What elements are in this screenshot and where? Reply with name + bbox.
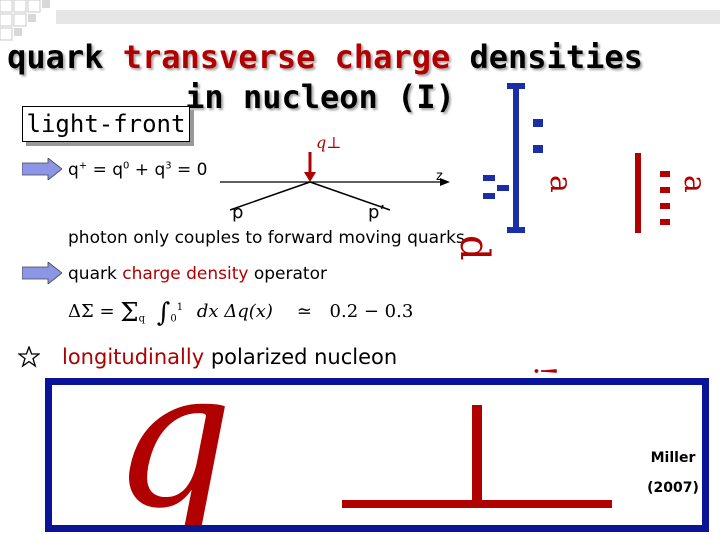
title-word-quark: quark <box>7 38 123 76</box>
eq-lhs: ΔΣ = <box>68 301 115 322</box>
eq-integrand: dx Δq(x) <box>196 301 273 322</box>
side-formula-a: a <box>543 175 578 193</box>
panel-q-symbol: q <box>112 385 234 525</box>
light-front-label: light-front <box>22 106 190 142</box>
z-axis-label: z <box>436 169 443 184</box>
qplus-condition: q+ = q0 + q3 = 0 <box>68 160 208 180</box>
delta-sigma-equation: ΔΣ = Σq ∫01 dx Δq(x) ≃ 0.2 − 0.3 <box>68 294 414 328</box>
qplus-plus2: + q <box>129 160 166 180</box>
side-formula-d: d <box>455 235 497 261</box>
qplus-eq2: = 0 <box>171 160 208 180</box>
panel-formula-graphic: q <box>112 385 612 525</box>
qplus-sup-plus: + <box>78 160 88 172</box>
panel-perp-stem <box>472 405 482 505</box>
longitudinal-accent: longitudinally <box>62 345 205 369</box>
eq-int-upper: 1 <box>176 302 184 313</box>
charge-density-operator-text: quark charge density operator <box>68 264 327 284</box>
p-label: p <box>232 202 243 223</box>
longitudinal-polarization-text: longitudinally polarized nucleon <box>62 345 397 369</box>
q-perp-label: q⊥ <box>316 133 341 152</box>
side-formula-exclaim: ! <box>527 365 562 375</box>
qplus-sup0: 0 <box>123 160 130 172</box>
z-axis-arrowhead-icon <box>440 178 450 186</box>
eq-value: 0.2 − 0.3 <box>329 301 414 322</box>
incoming-nucleon-line <box>229 181 311 211</box>
longitudinal-rest: polarized nucleon <box>204 345 398 369</box>
qplus-sup3: 3 <box>165 160 172 172</box>
outgoing-nucleon-line <box>309 181 391 211</box>
operator-suffix: operator <box>248 264 327 284</box>
qplus-q: q <box>68 160 79 180</box>
title-word-densities: densities <box>469 38 643 76</box>
eq-sum-sub: q <box>138 313 146 325</box>
photon-arrowhead-icon <box>304 172 316 182</box>
citation-year: (2007) <box>647 480 699 496</box>
star-outline-icon <box>18 346 40 368</box>
arrow-right-icon <box>22 262 62 284</box>
corner-square-pattern-icon <box>0 0 720 41</box>
eq-approx: ≃ <box>296 301 312 322</box>
side-formula-a2: a <box>677 175 712 193</box>
slide-title-line2: in nucleon (I) <box>185 78 455 116</box>
qplus-eq1: = q <box>87 160 124 180</box>
slide-title: quark transverse charge densities <box>0 38 650 76</box>
side-formula-graphic: d a a ! <box>455 83 712 375</box>
operator-prefix: quark <box>68 264 123 284</box>
arrow-right-icon <box>22 158 62 180</box>
operator-accent: charge density <box>122 264 249 284</box>
p-prime-label: p’ <box>368 202 385 223</box>
eq-sum: Σ <box>120 298 139 328</box>
eq-int-lower: 0 <box>170 313 177 325</box>
scattering-diagram: q⊥ z p p’ <box>220 133 450 223</box>
title-word-transverse-charge: transverse charge <box>122 38 470 76</box>
eq-integral: ∫ <box>156 298 171 328</box>
citation: Miller (2007) <box>645 450 701 510</box>
citation-author: Miller <box>650 450 696 466</box>
photon-coupling-text: photon only couples to forward moving qu… <box>68 228 465 248</box>
